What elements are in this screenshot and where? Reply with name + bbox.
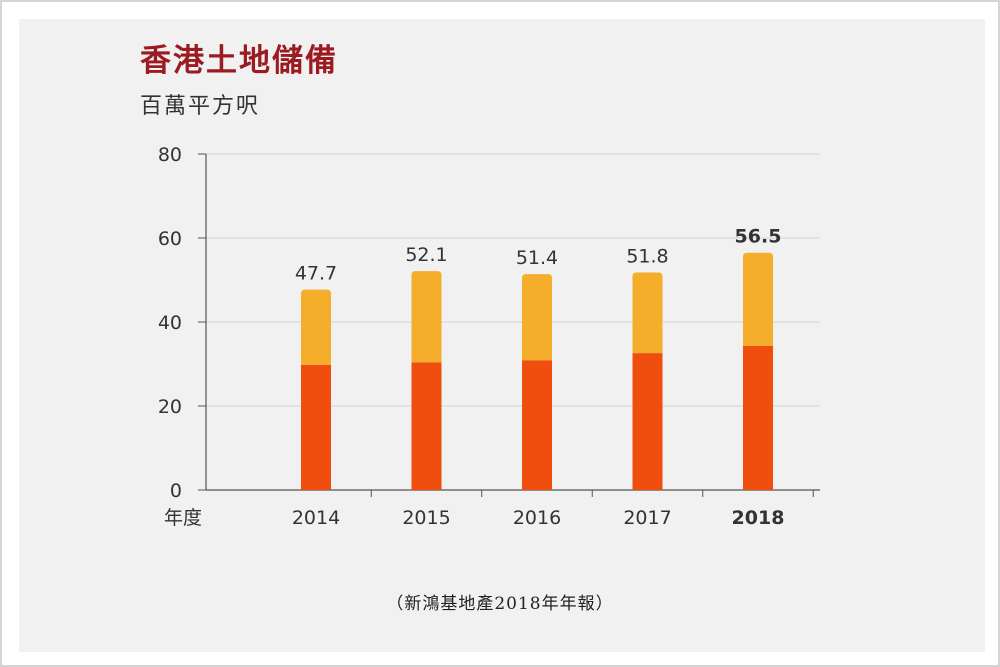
bar-segment-2018-1	[743, 252, 773, 346]
bar-segment-2017-0	[632, 353, 663, 490]
source-caption: （新鴻基地產2018年年報）	[386, 594, 614, 614]
bar-total-label: 56.5	[735, 226, 782, 248]
y-tick-label: 0	[170, 480, 182, 502]
bar-segment-2014-1	[301, 289, 331, 365]
bar-segment-2017-1	[632, 272, 663, 354]
bar-segment-2016-1	[522, 274, 552, 361]
x-tick-label: 2015	[402, 507, 450, 529]
x-tick-label: 2014	[292, 507, 340, 529]
y-tick-label: 60	[158, 228, 182, 250]
x-tick-label: 2016	[513, 507, 561, 529]
bar-total-label: 52.1	[405, 244, 447, 266]
bar-segment-2015-0	[411, 362, 442, 490]
y-tick-label: 20	[158, 396, 182, 418]
chart-panel	[19, 19, 985, 652]
y-tick-label: 40	[158, 312, 182, 334]
x-tick-label: 2017	[623, 507, 671, 529]
bar-segment-2018-0	[743, 345, 773, 490]
y-axis-unit-label: 百萬平方呎	[140, 94, 261, 119]
bar-segment-2014-0	[301, 364, 331, 490]
y-tick-label: 80	[158, 144, 182, 166]
x-axis-title: 年度	[164, 507, 202, 529]
bar-segment-2015-1	[411, 271, 442, 363]
bar-total-label: 51.4	[516, 247, 558, 269]
bar-total-label: 51.8	[626, 245, 668, 267]
x-tick-label: 2018	[732, 507, 785, 529]
bar-segment-2016-0	[522, 360, 552, 490]
chart-title: 香港土地儲備	[140, 43, 338, 79]
bar-total-label: 47.7	[295, 263, 337, 285]
